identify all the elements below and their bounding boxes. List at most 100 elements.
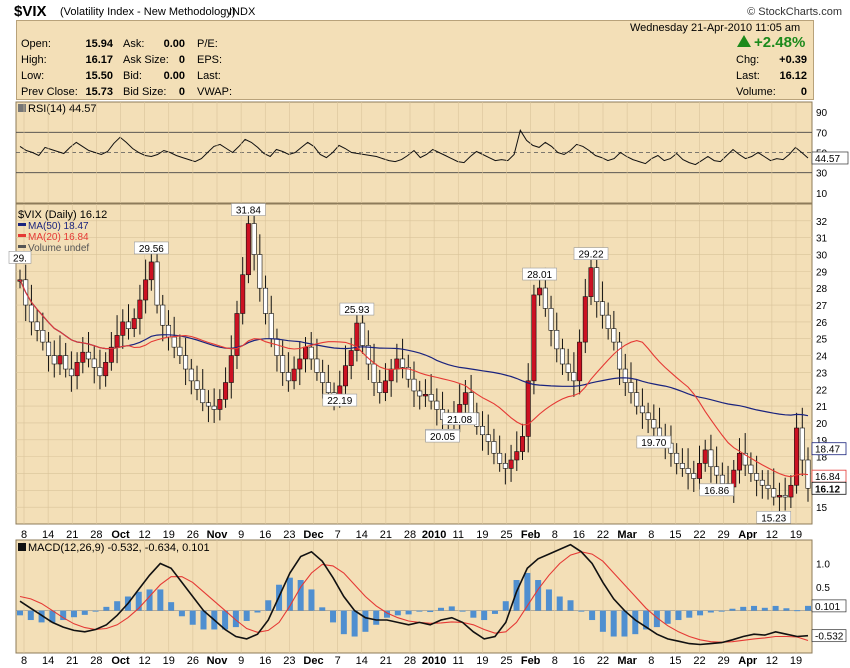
macd-tag-label: 0.101	[815, 602, 840, 613]
volume-value: 0	[800, 86, 807, 98]
rsi-title: RSI(14) 44.57	[28, 103, 96, 115]
macd-hist-bar	[794, 610, 801, 612]
ask-value: 0.00	[163, 38, 185, 50]
candle-down	[508, 459, 514, 469]
x-tick-label-bottom: 19	[163, 655, 175, 667]
candle-up	[63, 355, 69, 370]
macd-hist-bar	[578, 610, 585, 612]
macd-hist-bar	[297, 580, 304, 611]
rsi-tick-label: 90	[816, 108, 828, 119]
macd-hist-bar	[373, 610, 380, 625]
candle-down	[514, 451, 520, 461]
low-label: Low:	[21, 70, 45, 82]
macd-signal-line	[19, 551, 809, 643]
macd-hist-bar	[330, 610, 337, 623]
price-annotation: 20.05	[430, 432, 455, 443]
x-tick-label: 14	[42, 529, 54, 541]
price-tick-label: 15	[816, 503, 828, 514]
macd-hist-bar	[621, 610, 628, 637]
price-tag-label: 16.84	[815, 472, 840, 483]
macd-hist-bar	[232, 610, 239, 628]
x-tick-label: 23	[283, 529, 295, 541]
exchange-label: INDX	[229, 6, 256, 18]
candle-up	[611, 328, 617, 343]
volume-label: Volume:	[736, 86, 776, 98]
x-tick-label-bottom: 16	[259, 655, 271, 667]
x-tick-label-bottom: 26	[187, 655, 199, 667]
candle-down	[137, 299, 143, 319]
price-tick-label: 31	[816, 234, 828, 245]
candle-up	[251, 223, 257, 255]
price-annotation-box	[322, 393, 358, 407]
x-tick-label: 19	[163, 529, 175, 541]
price-annotation-box	[699, 483, 734, 497]
change-percent: +2.48%	[754, 34, 806, 51]
macd-hist-bar	[481, 610, 488, 621]
candle-down	[103, 362, 109, 377]
candle-down	[120, 321, 126, 336]
candle-up	[211, 405, 217, 410]
candle-up	[594, 267, 600, 302]
macd-hist-bar	[222, 610, 229, 630]
x-tick-label: 22	[597, 529, 609, 541]
macd-line	[19, 543, 809, 646]
candle-down	[388, 368, 394, 382]
candle-down	[736, 452, 742, 471]
quote-datetime: Wednesday 21-Apr-2010 11:05 am	[630, 22, 801, 34]
x-tick-label: 12	[139, 529, 151, 541]
rsi-last-label: 44.57	[815, 154, 840, 165]
macd-hist-bar	[92, 610, 99, 612]
macd-hist-bar	[599, 610, 606, 632]
candle-up	[268, 313, 274, 340]
candle-down	[582, 296, 588, 343]
macd-hist-bar	[27, 610, 34, 621]
macd-legend-icon	[18, 543, 26, 551]
candle-up	[205, 402, 211, 407]
rsi-last-tag	[811, 151, 849, 165]
macd-hist-bar	[427, 610, 434, 613]
chg-label: Chg:	[736, 54, 760, 66]
x-tick-label-bottom: 12	[139, 655, 151, 667]
rsi-tick-label: 70	[816, 128, 828, 139]
macd-hist-bar	[664, 610, 671, 624]
candle-up	[365, 345, 371, 365]
price-tick-label: 27	[816, 301, 828, 312]
price-tick-label: 25	[816, 335, 828, 346]
x-tick-label-bottom: Nov	[207, 655, 229, 667]
candle-down	[702, 449, 708, 464]
x-tick-label: 16	[259, 529, 271, 541]
macd-hist-bar	[502, 601, 509, 611]
price-annotation-box	[425, 429, 460, 443]
x-tick-label-bottom: 16	[573, 655, 585, 667]
x-tick-label: 9	[238, 529, 244, 541]
pe-label: P/E:	[197, 38, 218, 50]
price-annotation: 21.08	[447, 415, 472, 426]
candle-down	[382, 380, 388, 393]
price-annotation: 22.19	[327, 396, 352, 407]
x-tick-label-bottom: 11	[453, 655, 464, 667]
price-annotation-box	[442, 412, 477, 426]
rsi-tick-label: 30	[816, 169, 828, 180]
macd-hist-bar	[697, 610, 704, 616]
candle-up	[685, 468, 691, 474]
candle-up	[565, 363, 571, 373]
price-tick-label: 28	[816, 284, 828, 295]
macd-hist-bar	[135, 591, 142, 611]
price-annotation-box	[339, 302, 375, 316]
candle-up	[325, 382, 331, 393]
price-annotation: 15.23	[761, 513, 786, 524]
candle-up	[257, 254, 263, 289]
candle-up	[154, 261, 160, 306]
candle-down	[342, 365, 348, 387]
price-annotation: 19.70	[641, 438, 666, 449]
legend-entry: MA(20) 16.84	[28, 232, 89, 243]
candle-down	[525, 380, 531, 437]
high-label: High:	[21, 54, 47, 66]
x-tick-label: 29	[718, 529, 730, 541]
x-tick-label-bottom: 28	[90, 655, 102, 667]
candle-up	[177, 346, 183, 356]
candle-down	[240, 274, 246, 314]
x-tick-label-bottom: 21	[66, 655, 78, 667]
candle-up	[46, 341, 52, 356]
macd-hist-bar	[535, 580, 542, 611]
